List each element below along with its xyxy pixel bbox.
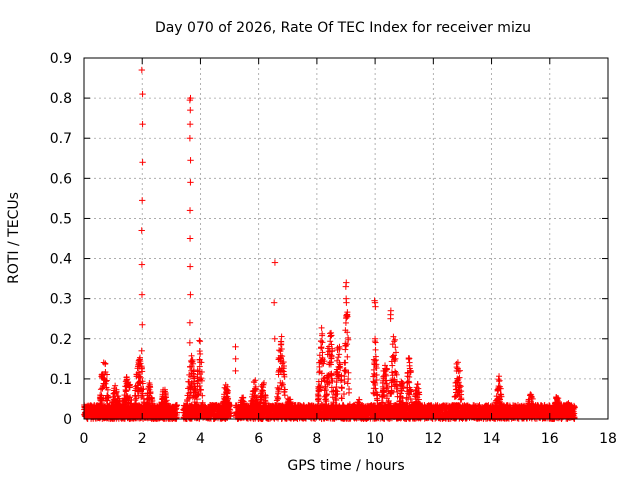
roti-point bbox=[173, 402, 180, 409]
chart-title: Day 070 of 2026, Rate Of TEC Index for r… bbox=[155, 20, 531, 36]
roti-point bbox=[174, 409, 181, 416]
data-points bbox=[81, 66, 578, 422]
